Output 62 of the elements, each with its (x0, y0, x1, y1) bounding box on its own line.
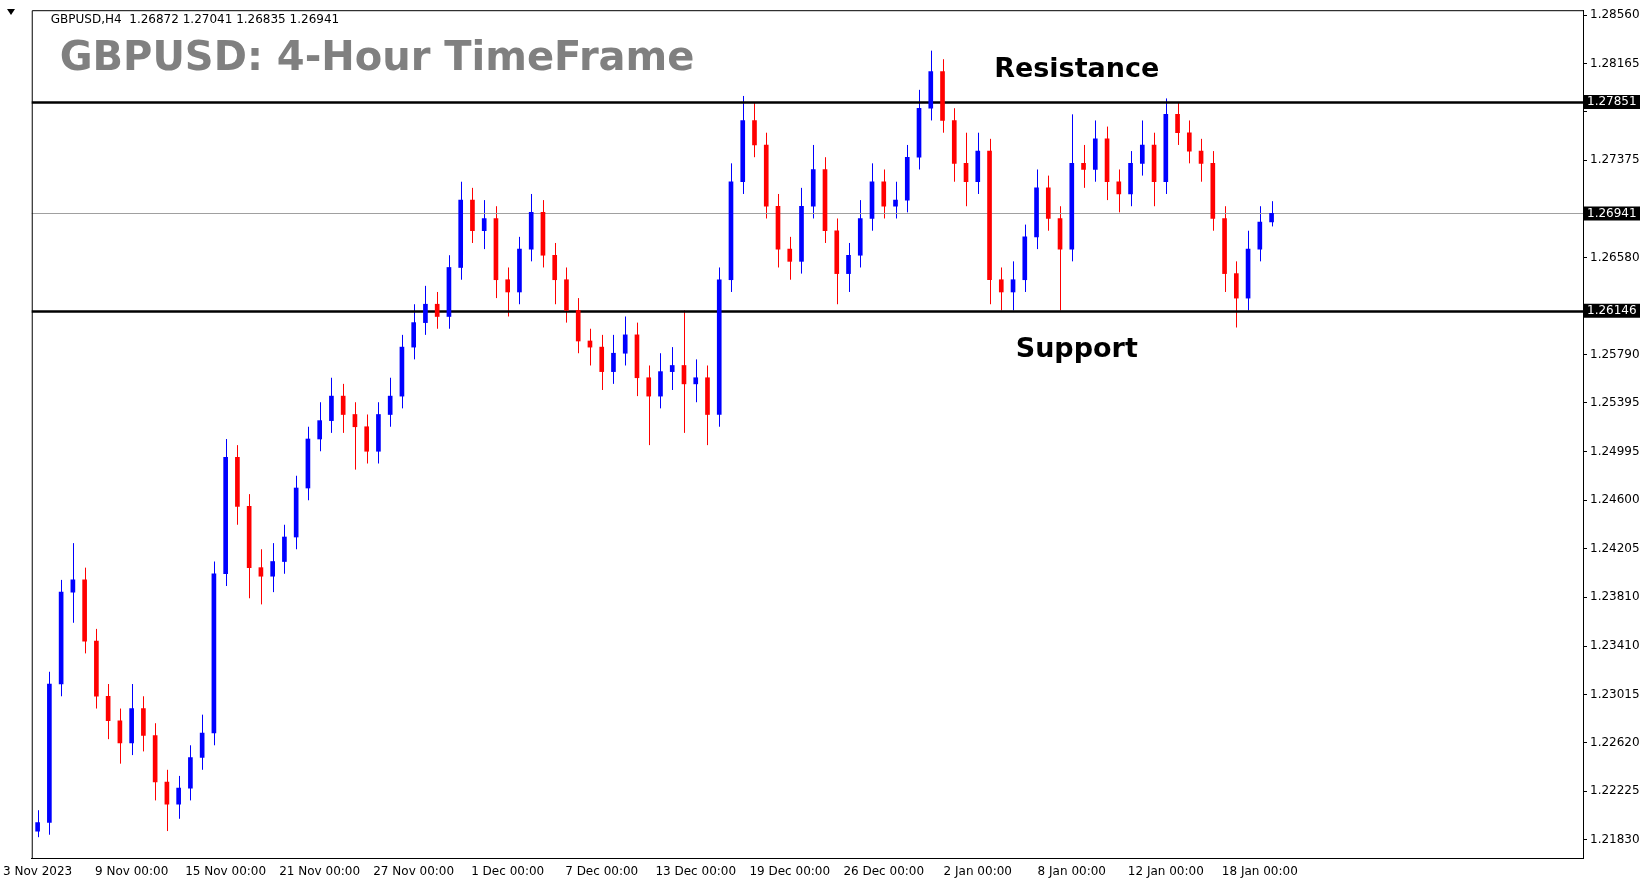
y-tick-label: 1.23410 (1590, 638, 1640, 653)
candlestick (1139, 119, 1145, 177)
y-tick-label: 1.22620 (1590, 734, 1640, 749)
y-tick-label: 1.24995 (1590, 443, 1640, 458)
x-tick-label: 3 Nov 2023 (3, 864, 73, 879)
text: GBPUSD: 4-Hour TimeFrame (59, 33, 695, 80)
y-tick-label: 1.26580 (1590, 249, 1640, 264)
candlestick (693, 358, 699, 403)
annotation: Support (1015, 332, 1138, 364)
x-tick-label: 27 Nov 00:00 (373, 864, 455, 879)
candlestick (505, 266, 511, 317)
candlestick (611, 334, 616, 385)
candlestick (317, 401, 322, 452)
candlestick (669, 346, 675, 391)
y-tick-label: 1.23015 (1590, 686, 1640, 701)
x-tick-label: 21 Nov 00:00 (279, 864, 361, 879)
y-tick-label: 1.23810 (1590, 589, 1640, 604)
candlestick (270, 542, 275, 593)
candlestick (35, 809, 40, 838)
x-tick-label: 8 Jan 00:00 (1037, 864, 1106, 879)
candlestick (998, 266, 1004, 311)
ref-line-label: 1.27851 (1587, 94, 1637, 109)
annotation: GBPUSD,H4 1.26872 1.27041 1.26835 1.26941 (50, 12, 340, 27)
y-tick-label: 1.25790 (1590, 346, 1640, 361)
candlestick (258, 548, 264, 605)
x-tick-label: 1 Dec 00:00 (471, 864, 545, 879)
candlestick (423, 285, 428, 336)
x-tick-label: 13 Dec 00:00 (655, 864, 737, 879)
candlestick (1081, 144, 1086, 189)
x-tick-label: 7 Dec 00:00 (565, 864, 639, 879)
y-tick-label: 1.28560 (1590, 7, 1640, 22)
y-tick-label: 1.27375 (1590, 152, 1640, 167)
x-tick-label: 2 Jan 00:00 (943, 864, 1012, 879)
candlestick (1116, 168, 1122, 213)
y-tick-label: 1.25395 (1590, 394, 1640, 409)
candlestick (340, 383, 346, 434)
x-tick-label: 26 Dec 00:00 (843, 864, 925, 879)
x-tick-label: 15 Nov 00:00 (185, 864, 267, 879)
candlestick (434, 291, 440, 330)
candlestick (787, 236, 793, 281)
candlestick (481, 199, 487, 250)
x-tick-label: 12 Jan 00:00 (1127, 864, 1204, 879)
candlestick (1175, 101, 1180, 146)
candlestick (387, 377, 393, 428)
ref-line-label: 1.26941 (1587, 205, 1637, 220)
candlestick (1186, 119, 1192, 164)
y-tick-label: 1.22225 (1590, 783, 1640, 798)
candlestick (893, 181, 898, 219)
y-tick-label: 1.24600 (1590, 492, 1640, 507)
candlestick (622, 315, 628, 366)
y-tick-label: 1.24205 (1590, 540, 1640, 555)
candlestick (1269, 200, 1274, 227)
ref-line-label: 1.26146 (1587, 302, 1637, 317)
x-tick-label: 9 Nov 00:00 (95, 864, 169, 879)
y-tick-label: 1.21830 (1590, 831, 1640, 846)
candlestick (646, 364, 652, 446)
annotation: Resistance (994, 52, 1160, 84)
candlestick (846, 242, 851, 293)
x-tick-label: 19 Dec 00:00 (749, 864, 831, 879)
x-tick-label: 18 Jan 00:00 (1221, 864, 1298, 879)
y-tick-label: 1.28165 (1590, 55, 1640, 70)
candlestick (176, 775, 181, 820)
